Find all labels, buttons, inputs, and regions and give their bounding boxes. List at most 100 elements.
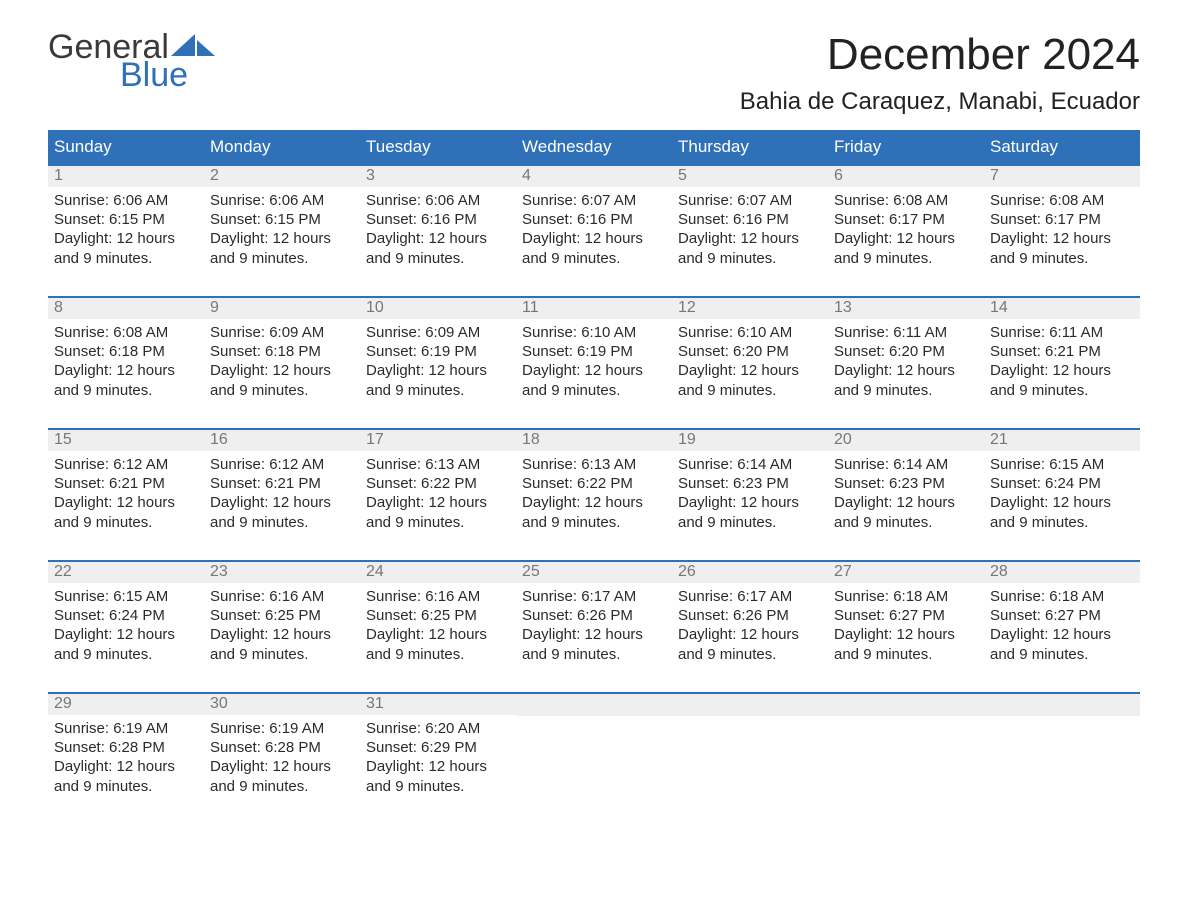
sunrise-text: Sunrise: 6:20 AM [366,719,510,738]
day-cell: 28Sunrise: 6:18 AMSunset: 6:27 PMDayligh… [984,562,1140,674]
dow-cell: Saturday [984,130,1140,164]
sunrise-text: Sunrise: 6:11 AM [834,323,978,342]
day-cell: 9Sunrise: 6:09 AMSunset: 6:18 PMDaylight… [204,298,360,410]
sunset-text: Sunset: 6:16 PM [678,210,822,229]
sunrise-text: Sunrise: 6:15 AM [54,587,198,606]
sunrise-text: Sunrise: 6:16 AM [210,587,354,606]
sunrise-text: Sunrise: 6:06 AM [366,191,510,210]
day-body: Sunrise: 6:14 AMSunset: 6:23 PMDaylight:… [672,451,828,532]
title-block: December 2024 Bahia de Caraquez, Manabi,… [740,30,1140,126]
daylight-text: Daylight: 12 hours and 9 minutes. [54,757,198,795]
day-body: Sunrise: 6:06 AMSunset: 6:16 PMDaylight:… [360,187,516,268]
day-body: Sunrise: 6:07 AMSunset: 6:16 PMDaylight:… [516,187,672,268]
daylight-text: Daylight: 12 hours and 9 minutes. [366,625,510,663]
logo-text-blue: Blue [120,58,215,92]
day-number: 23 [204,562,360,583]
day-number: 9 [204,298,360,319]
day-number: 28 [984,562,1140,583]
day-cell: 26Sunrise: 6:17 AMSunset: 6:26 PMDayligh… [672,562,828,674]
day-cell: 27Sunrise: 6:18 AMSunset: 6:27 PMDayligh… [828,562,984,674]
day-number: 14 [984,298,1140,319]
sunrise-text: Sunrise: 6:10 AM [522,323,666,342]
daylight-text: Daylight: 12 hours and 9 minutes. [990,229,1134,267]
daylight-text: Daylight: 12 hours and 9 minutes. [834,493,978,531]
daylight-text: Daylight: 12 hours and 9 minutes. [678,493,822,531]
sunset-text: Sunset: 6:24 PM [990,474,1134,493]
day-cell: 5Sunrise: 6:07 AMSunset: 6:16 PMDaylight… [672,166,828,278]
daylight-text: Daylight: 12 hours and 9 minutes. [210,757,354,795]
dow-cell: Monday [204,130,360,164]
day-number [672,694,828,716]
sunset-text: Sunset: 6:26 PM [522,606,666,625]
daylight-text: Daylight: 12 hours and 9 minutes. [678,229,822,267]
day-cell: 30Sunrise: 6:19 AMSunset: 6:28 PMDayligh… [204,694,360,806]
day-number: 11 [516,298,672,319]
sunrise-text: Sunrise: 6:14 AM [678,455,822,474]
sunrise-text: Sunrise: 6:17 AM [522,587,666,606]
sunrise-text: Sunrise: 6:14 AM [834,455,978,474]
daylight-text: Daylight: 12 hours and 9 minutes. [990,625,1134,663]
day-number: 13 [828,298,984,319]
day-number: 26 [672,562,828,583]
day-number: 6 [828,166,984,187]
day-number: 21 [984,430,1140,451]
day-body: Sunrise: 6:12 AMSunset: 6:21 PMDaylight:… [48,451,204,532]
sunset-text: Sunset: 6:15 PM [54,210,198,229]
sunset-text: Sunset: 6:23 PM [678,474,822,493]
day-cell: 2Sunrise: 6:06 AMSunset: 6:15 PMDaylight… [204,166,360,278]
day-body: Sunrise: 6:19 AMSunset: 6:28 PMDaylight:… [204,715,360,796]
day-number: 25 [516,562,672,583]
dow-cell: Friday [828,130,984,164]
sunrise-text: Sunrise: 6:06 AM [54,191,198,210]
sunrise-text: Sunrise: 6:11 AM [990,323,1134,342]
day-number: 20 [828,430,984,451]
sunrise-text: Sunrise: 6:15 AM [990,455,1134,474]
daylight-text: Daylight: 12 hours and 9 minutes. [834,361,978,399]
sunrise-text: Sunrise: 6:09 AM [210,323,354,342]
daylight-text: Daylight: 12 hours and 9 minutes. [366,361,510,399]
day-cell-empty [672,694,828,806]
daylight-text: Daylight: 12 hours and 9 minutes. [210,229,354,267]
sunrise-text: Sunrise: 6:12 AM [54,455,198,474]
day-body: Sunrise: 6:18 AMSunset: 6:27 PMDaylight:… [984,583,1140,664]
day-number: 4 [516,166,672,187]
day-number: 24 [360,562,516,583]
day-number [516,694,672,716]
daylight-text: Daylight: 12 hours and 9 minutes. [366,757,510,795]
day-body: Sunrise: 6:16 AMSunset: 6:25 PMDaylight:… [204,583,360,664]
day-body: Sunrise: 6:13 AMSunset: 6:22 PMDaylight:… [516,451,672,532]
day-cell: 22Sunrise: 6:15 AMSunset: 6:24 PMDayligh… [48,562,204,674]
week-row: 8Sunrise: 6:08 AMSunset: 6:18 PMDaylight… [48,296,1140,410]
sunset-text: Sunset: 6:20 PM [678,342,822,361]
day-cell: 29Sunrise: 6:19 AMSunset: 6:28 PMDayligh… [48,694,204,806]
daylight-text: Daylight: 12 hours and 9 minutes. [678,361,822,399]
sunrise-text: Sunrise: 6:17 AM [678,587,822,606]
day-number: 27 [828,562,984,583]
sunrise-text: Sunrise: 6:18 AM [834,587,978,606]
day-cell-empty [984,694,1140,806]
sunrise-text: Sunrise: 6:09 AM [366,323,510,342]
sunset-text: Sunset: 6:15 PM [210,210,354,229]
sunset-text: Sunset: 6:26 PM [678,606,822,625]
day-cell: 17Sunrise: 6:13 AMSunset: 6:22 PMDayligh… [360,430,516,542]
sunset-text: Sunset: 6:28 PM [54,738,198,757]
day-body: Sunrise: 6:19 AMSunset: 6:28 PMDaylight:… [48,715,204,796]
sunrise-text: Sunrise: 6:08 AM [834,191,978,210]
daylight-text: Daylight: 12 hours and 9 minutes. [522,493,666,531]
day-number: 10 [360,298,516,319]
sunset-text: Sunset: 6:29 PM [366,738,510,757]
sunset-text: Sunset: 6:17 PM [990,210,1134,229]
sunrise-text: Sunrise: 6:06 AM [210,191,354,210]
day-body: Sunrise: 6:15 AMSunset: 6:24 PMDaylight:… [984,451,1140,532]
day-cell: 12Sunrise: 6:10 AMSunset: 6:20 PMDayligh… [672,298,828,410]
daylight-text: Daylight: 12 hours and 9 minutes. [54,229,198,267]
location-text: Bahia de Caraquez, Manabi, Ecuador [740,88,1140,116]
day-number: 15 [48,430,204,451]
day-cell-empty [516,694,672,806]
dow-cell: Tuesday [360,130,516,164]
day-number: 16 [204,430,360,451]
sunset-text: Sunset: 6:19 PM [522,342,666,361]
daylight-text: Daylight: 12 hours and 9 minutes. [990,361,1134,399]
sunrise-text: Sunrise: 6:08 AM [54,323,198,342]
day-body: Sunrise: 6:10 AMSunset: 6:19 PMDaylight:… [516,319,672,400]
